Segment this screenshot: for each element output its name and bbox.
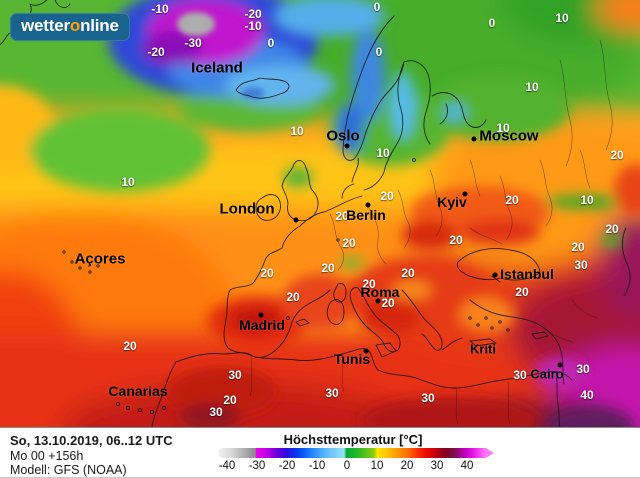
city-label-berlin: Berlin: [346, 207, 386, 223]
contour-label-20-20: 20: [449, 233, 463, 247]
temperature-map: wetteronline Iceland Oslo Moscow London Berl…: [0, 0, 640, 427]
city-label-kriti: Kriti: [470, 341, 496, 357]
legend-tick-40: 40: [460, 460, 474, 472]
legend-tick-0: 0: [343, 460, 351, 472]
contour-label-0-6: 0: [373, 0, 381, 14]
contour-label--10-2: -10: [244, 19, 262, 33]
contour-label-0-8: 0: [488, 16, 496, 30]
contour-label-20-32: 20: [123, 339, 137, 353]
city-label-iceland: Iceland: [191, 59, 243, 77]
legend-tick-30: 30: [430, 460, 444, 472]
contour-label-20-28: 20: [362, 277, 376, 291]
contour-label-20-36: 20: [223, 393, 237, 407]
contour-label-0-7: 0: [375, 45, 383, 59]
contour-label-20-15: 20: [610, 148, 624, 162]
contour-label-10-17: 10: [580, 193, 594, 207]
legend-tick--30: -30: [248, 460, 266, 472]
city-dot-kyiv: [462, 191, 468, 197]
contour-label-30-38: 30: [513, 368, 527, 382]
legend-ticks: -40 -30 -20 -10 0 10 20 30 40: [218, 460, 498, 474]
city-dot-madrid: [258, 312, 264, 318]
contour-label-20-25: 20: [260, 266, 274, 280]
contour-label-10-9: 10: [555, 11, 569, 25]
coastlines: [0, 0, 631, 427]
contour-label-30-24: 30: [574, 258, 588, 272]
legend-title: Höchsttemperatur [°C]: [283, 432, 423, 447]
contour-label-30-37: 30: [209, 405, 223, 419]
contour-label-30-35: 30: [421, 391, 435, 405]
footer-bar: So, 13.10.2019, 06..12 UTC Mo 00 +156h M…: [0, 427, 640, 478]
contour-label-20-19: 20: [335, 209, 349, 223]
contour-label-10-13: 10: [376, 146, 390, 160]
contour-label-10-12: 10: [496, 121, 510, 135]
contour-label-20-29: 20: [515, 285, 529, 299]
city-label-canarias: Canarias: [108, 383, 168, 399]
contour-label--20-4: -20: [147, 45, 165, 59]
model-name: Modell: GFS (NOAA): [10, 463, 127, 477]
valid-datetime: So, 13.10.2019, 06..12 UTC: [10, 433, 173, 448]
legend-tick-20: 20: [400, 460, 414, 472]
city-dot-istanbul: [492, 272, 498, 278]
contour-label--20-1: -20: [244, 7, 262, 21]
city-dot-tunis: [363, 348, 369, 354]
legend-tick--40: -40: [218, 460, 236, 472]
contour-label-0-5: 0: [267, 36, 275, 50]
city-dot-oslo: [344, 143, 350, 149]
contour-label-20-31: 20: [286, 290, 300, 304]
contour-label-30-39: 30: [576, 362, 590, 376]
wetteronline-logo[interactable]: wetteronline: [10, 13, 130, 41]
contour-label-20-18: 20: [505, 193, 519, 207]
contour-label-30-34: 30: [325, 386, 339, 400]
contour-label--30-3: -30: [184, 36, 202, 50]
city-dot-cairo: [557, 362, 563, 368]
city-dot-london: [293, 217, 299, 223]
contour-label-40-40: 40: [580, 388, 594, 402]
contour-label-20-23: 20: [571, 240, 585, 254]
city-label-london: London: [219, 200, 275, 218]
model-run: Mo 00 +156h: [10, 449, 84, 463]
legend-colorbar-arrow: [486, 448, 494, 458]
city-dot-berlin: [365, 202, 371, 208]
city-label-açores: Açores: [74, 250, 126, 268]
legend-tick--20: -20: [278, 460, 296, 472]
city-label-kyiv: Kyiv: [437, 194, 467, 210]
city-label-cairo: Cairo: [530, 366, 564, 382]
city-label-roma: Roma: [360, 284, 400, 300]
city-label-moscow: Moscow: [479, 127, 539, 145]
contour-label-30-33: 30: [228, 368, 242, 382]
contour-label-20-26: 20: [321, 261, 335, 275]
contour-label-20-27: 20: [401, 266, 415, 280]
contour-label-20-16: 20: [380, 189, 394, 203]
logo-text-1: wetter: [21, 16, 70, 35]
city-label-tunis: Tunis: [333, 351, 371, 367]
contour-label-10-11: 10: [290, 124, 304, 138]
contour-label--10-0: -10: [151, 2, 169, 16]
city-dot-roma: [375, 298, 381, 304]
logo-text-2: nline: [80, 16, 119, 35]
city-label-oslo: Oslo: [326, 127, 360, 145]
contour-label-20-21: 20: [605, 222, 619, 236]
legend-colorbar: [218, 448, 494, 458]
contour-label-10-10: 10: [525, 80, 539, 94]
country-borders: [249, 39, 613, 425]
city-label-istanbul: Istanbul: [500, 266, 554, 282]
legend-tick--10: -10: [308, 460, 326, 472]
city-dot-moscow: [471, 136, 477, 142]
contour-label-10-14: 10: [121, 175, 135, 189]
logo-accent-o: o: [69, 16, 81, 35]
temperature-field: [0, 0, 640, 427]
contour-label-20-22: 20: [342, 236, 356, 250]
city-label-madrid: Madrid: [239, 317, 285, 333]
contour-label-20-30: 20: [381, 296, 395, 310]
legend-tick-10: 10: [370, 460, 384, 472]
